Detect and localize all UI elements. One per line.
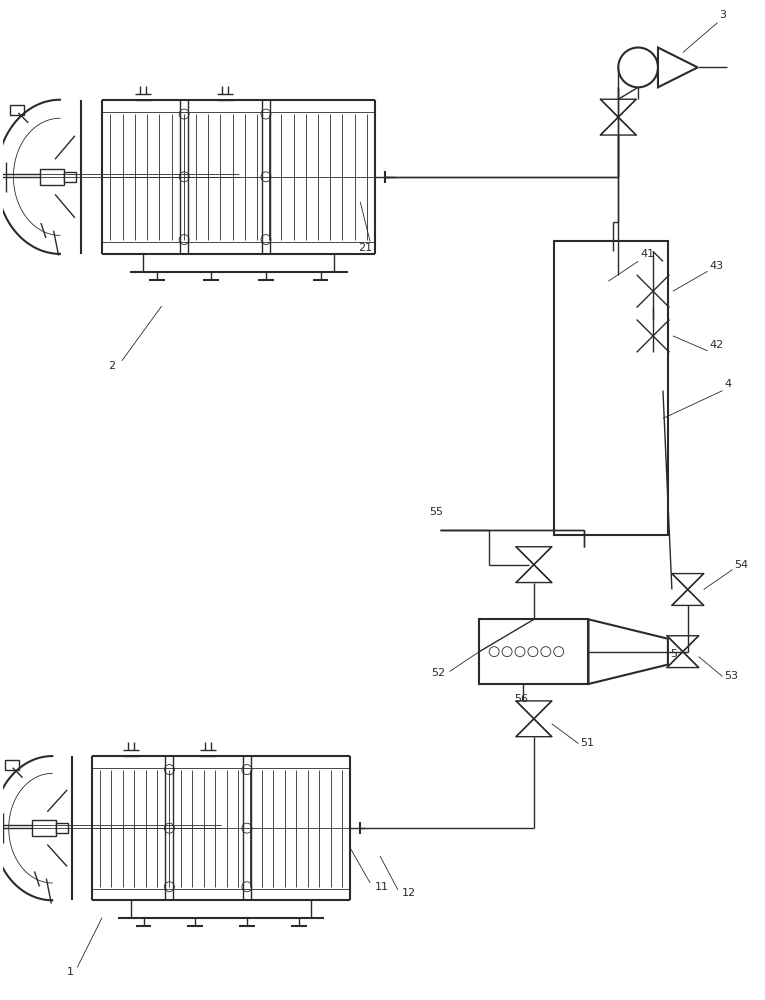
Polygon shape [601, 117, 636, 135]
Circle shape [261, 109, 271, 119]
Polygon shape [667, 652, 698, 668]
Polygon shape [672, 589, 704, 605]
Text: 1: 1 [67, 967, 73, 977]
Circle shape [591, 284, 605, 298]
Circle shape [164, 823, 174, 833]
Bar [11, 105, 24, 115]
Text: 56: 56 [514, 694, 528, 704]
Polygon shape [667, 636, 698, 652]
Circle shape [502, 647, 512, 657]
Text: 5: 5 [670, 649, 677, 659]
Text: 53: 53 [724, 671, 738, 681]
Bar [57, 823, 68, 833]
Circle shape [490, 647, 499, 657]
Bar [564, 251, 663, 530]
Circle shape [591, 264, 605, 278]
Circle shape [591, 443, 605, 457]
Circle shape [591, 324, 605, 338]
Circle shape [591, 364, 605, 378]
Polygon shape [637, 291, 669, 307]
Circle shape [591, 384, 605, 398]
Text: 51: 51 [581, 738, 594, 748]
Circle shape [618, 48, 658, 87]
Polygon shape [637, 336, 669, 352]
Circle shape [591, 344, 605, 358]
Text: 12: 12 [402, 888, 416, 898]
Circle shape [242, 765, 252, 775]
Text: 55: 55 [430, 507, 444, 517]
Text: 11: 11 [375, 882, 389, 892]
Circle shape [591, 463, 605, 477]
Circle shape [164, 882, 174, 892]
Polygon shape [672, 574, 704, 589]
Circle shape [591, 483, 605, 497]
Circle shape [541, 647, 551, 657]
Polygon shape [637, 275, 669, 291]
Circle shape [515, 647, 525, 657]
Polygon shape [637, 320, 669, 336]
Text: 21: 21 [358, 243, 373, 253]
Polygon shape [516, 701, 552, 719]
Circle shape [179, 109, 189, 119]
Text: 3: 3 [720, 10, 727, 20]
Bar [64, 172, 76, 182]
Bar [5, 760, 18, 770]
Polygon shape [658, 48, 698, 87]
Polygon shape [516, 565, 552, 583]
Text: 4: 4 [724, 379, 731, 389]
Polygon shape [588, 619, 668, 684]
Bar [32, 820, 57, 836]
Circle shape [164, 765, 174, 775]
Bar [480, 619, 588, 684]
Circle shape [554, 647, 564, 657]
Text: 42: 42 [710, 340, 724, 350]
Circle shape [179, 235, 189, 245]
Circle shape [242, 882, 252, 892]
Polygon shape [601, 99, 636, 117]
Circle shape [261, 235, 271, 245]
Circle shape [242, 823, 252, 833]
Polygon shape [516, 719, 552, 737]
Text: 52: 52 [431, 668, 446, 678]
Circle shape [261, 172, 271, 182]
Circle shape [179, 172, 189, 182]
Text: 41: 41 [640, 249, 654, 259]
Text: 54: 54 [734, 560, 748, 570]
Bar [40, 169, 64, 185]
Text: 2: 2 [109, 361, 116, 371]
Polygon shape [516, 547, 552, 565]
Text: 43: 43 [710, 261, 724, 271]
Circle shape [528, 647, 538, 657]
Circle shape [591, 423, 605, 437]
Bar [554, 241, 668, 535]
Circle shape [591, 304, 605, 318]
Circle shape [591, 404, 605, 417]
